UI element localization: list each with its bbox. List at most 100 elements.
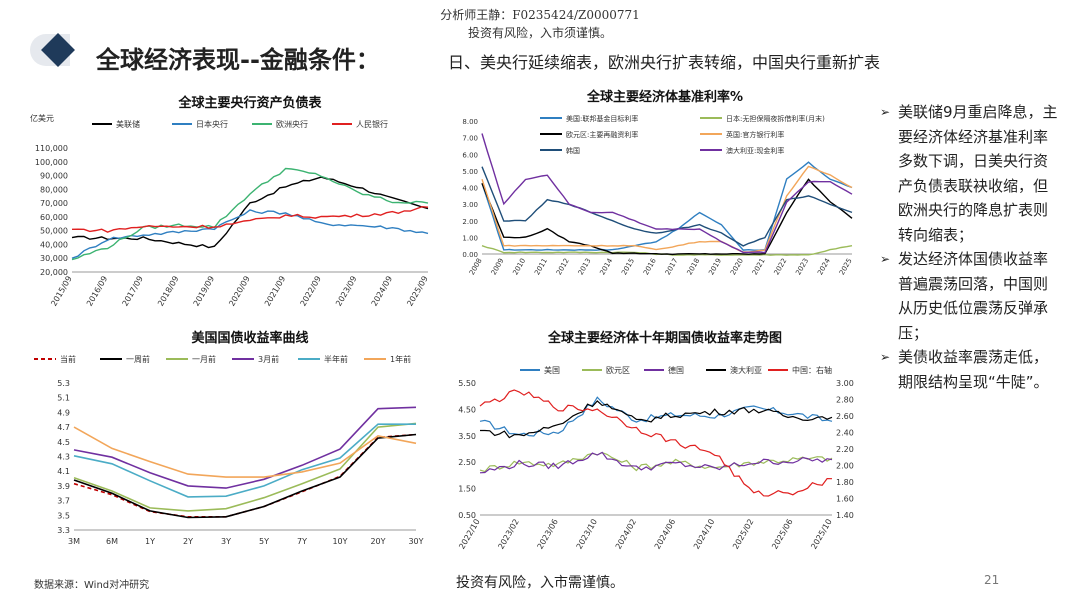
y-tick-label: 3.9 xyxy=(57,482,70,491)
y-tick-label: 3.5 xyxy=(57,511,70,520)
legend-label: 半年前 xyxy=(324,354,348,364)
x-tick-label: 2018 xyxy=(686,257,702,276)
series-line-1 xyxy=(481,161,853,251)
bullet-item: ➢ 美债收益率震荡走低，期限结构呈现“牛陡”。 xyxy=(880,345,1060,394)
series-line-2 xyxy=(73,433,417,519)
y-tick-label: 7.00 xyxy=(462,135,478,143)
x-tick-label: 2025/09 xyxy=(405,275,429,308)
y-tick-label: 4.50 xyxy=(458,405,476,414)
x-tick-label: 2021/09 xyxy=(263,275,287,308)
chart-title-balance-sheet: 全球主要央行资产负债表 xyxy=(178,96,322,111)
y-tick-label: 4.1 xyxy=(57,467,70,476)
x-tick-label: 2022/09 xyxy=(299,275,323,308)
series-line-3 xyxy=(73,422,417,512)
x-tick-label: 1Y xyxy=(145,537,155,546)
x-tick-label: 2023/10 xyxy=(575,518,599,551)
y-tick-label: 30,000 xyxy=(40,254,68,263)
x-tick-label: 2008 xyxy=(468,257,484,276)
y-tick-label: 4.9 xyxy=(57,408,70,417)
legend-label: 一周前 xyxy=(126,354,150,364)
y-right-tick-label: 2.60 xyxy=(836,412,854,421)
y-right-tick-label: 1.80 xyxy=(836,478,854,487)
x-tick-label: 2016 xyxy=(642,257,658,277)
legend-label: 美联储 xyxy=(116,119,140,129)
x-tick-label: 20Y xyxy=(370,537,385,546)
y-tick-label: 60,000 xyxy=(40,213,68,222)
y-tick-label: 80,000 xyxy=(40,185,68,194)
y-tick-label: 1.50 xyxy=(458,485,476,494)
y-right-tick-label: 1.60 xyxy=(836,495,854,504)
bullet-item: ➢ 发达经济体国债收益率普遍震荡回落，中国则从历史低位震荡反弹承压； xyxy=(880,247,1060,345)
series-line-5 xyxy=(479,389,833,497)
bullet-text: 发达经济体国债收益率普遍震荡回落，中国则从历史低位震荡反弹承压； xyxy=(898,250,1049,342)
series-line-4 xyxy=(480,400,833,439)
y-tick-label: 20,000 xyxy=(40,268,68,277)
x-tick-label: 2019/09 xyxy=(192,275,216,308)
legend-label: 澳大利亚 xyxy=(730,365,762,375)
page-subtitle: 日、美央行延续缩表，欧洲央行扩表转缩，中国央行重新扩表 xyxy=(448,53,881,72)
y-tick-label: 1.00 xyxy=(462,234,478,242)
x-tick-label: 2Y xyxy=(183,537,193,546)
bullet-text: 美联储9月重启降息，主要经济体经济基准利率多数下调，日美央行资产负债表联袂收缩，… xyxy=(898,103,1058,244)
series-line-3 xyxy=(71,167,429,261)
page-title: 全球经济表现--金融条件： xyxy=(96,46,380,74)
y-tick-label: 70,000 xyxy=(40,199,68,208)
x-tick-label: 2023/06 xyxy=(536,518,560,551)
x-tick-label: 2023 xyxy=(794,257,810,276)
x-tick-label: 2018/09 xyxy=(156,275,180,308)
arrow-bullet-icon: ➢ xyxy=(880,105,891,119)
x-tick-label: 3M xyxy=(68,537,80,546)
legend-label: 韩国 xyxy=(566,146,580,155)
legend-label: 日本:无担保隔夜拆借利率(月末) xyxy=(726,114,825,123)
legend-label: 人民银行 xyxy=(356,119,388,129)
y-tick-label: 5.1 xyxy=(57,394,70,403)
series-line-4 xyxy=(71,205,429,233)
x-tick-label: 2024/06 xyxy=(653,518,677,551)
y-right-tick-label: 2.20 xyxy=(836,445,854,454)
chart-title-policy-rates: 全球主要经济体基准利率% xyxy=(586,90,744,105)
y-tick-label: 6.00 xyxy=(462,151,478,159)
series-line-5 xyxy=(481,166,853,247)
data-source: 数据来源：Wind对冲研究 xyxy=(34,580,150,591)
bullet-text: 美债收益率震荡走低，期限结构呈现“牛陡”。 xyxy=(898,348,1049,391)
y-tick-label: 0.00 xyxy=(462,251,478,259)
arrow-bullet-icon: ➢ xyxy=(880,252,891,266)
legend-label: 欧元区 xyxy=(606,365,630,375)
series-line-3 xyxy=(479,451,833,474)
series-line-4 xyxy=(481,165,853,253)
chart-title-ust-curve: 美国国债收益率曲线 xyxy=(191,331,309,346)
analyst-line: 分析师王静：F0235424/Z0000771 xyxy=(440,8,640,22)
y-tick-label: 3.00 xyxy=(462,201,478,209)
footer-risk-notice: 投资有风险，入市需谨慎。 xyxy=(456,575,624,591)
series-line-6 xyxy=(73,426,417,478)
y-right-tick-label: 2.80 xyxy=(836,396,854,405)
series-line-4 xyxy=(73,406,417,489)
x-tick-label: 30Y xyxy=(408,537,423,546)
y-tick-label: 5.00 xyxy=(462,168,478,176)
x-tick-label: 2025/10 xyxy=(809,518,833,551)
x-tick-label: 2012 xyxy=(555,257,571,276)
legend-label: 美国 xyxy=(544,365,560,375)
header-risk-notice: 投资有风险，入市须谨慎。 xyxy=(467,26,612,40)
y-tick-label: 4.00 xyxy=(462,185,478,193)
legend-label: 中国：右轴 xyxy=(792,365,832,375)
y-tick-label: 0.50 xyxy=(458,511,476,520)
y-tick-label: 5.50 xyxy=(458,379,476,388)
series-line-1 xyxy=(479,396,833,437)
x-tick-label: 2025/02 xyxy=(731,518,755,551)
x-tick-label: 2025/06 xyxy=(770,518,794,551)
x-tick-label: 2024/02 xyxy=(614,518,638,551)
y-tick-label: 2.00 xyxy=(462,218,478,226)
y-right-tick-label: 1.40 xyxy=(836,511,854,520)
x-tick-label: 2025 xyxy=(838,257,854,276)
x-tick-label: 2017 xyxy=(664,257,680,276)
series-line-2 xyxy=(71,209,429,259)
y-tick-label: 4.7 xyxy=(57,423,70,432)
y-tick-label: 90,000 xyxy=(40,172,68,181)
arrow-bullet-icon: ➢ xyxy=(880,350,891,364)
legend-label: 1年前 xyxy=(390,354,411,364)
y-tick-label: 5.3 xyxy=(57,379,70,388)
legend-label: 3月前 xyxy=(258,354,279,364)
x-tick-label: 2010 xyxy=(511,257,527,276)
